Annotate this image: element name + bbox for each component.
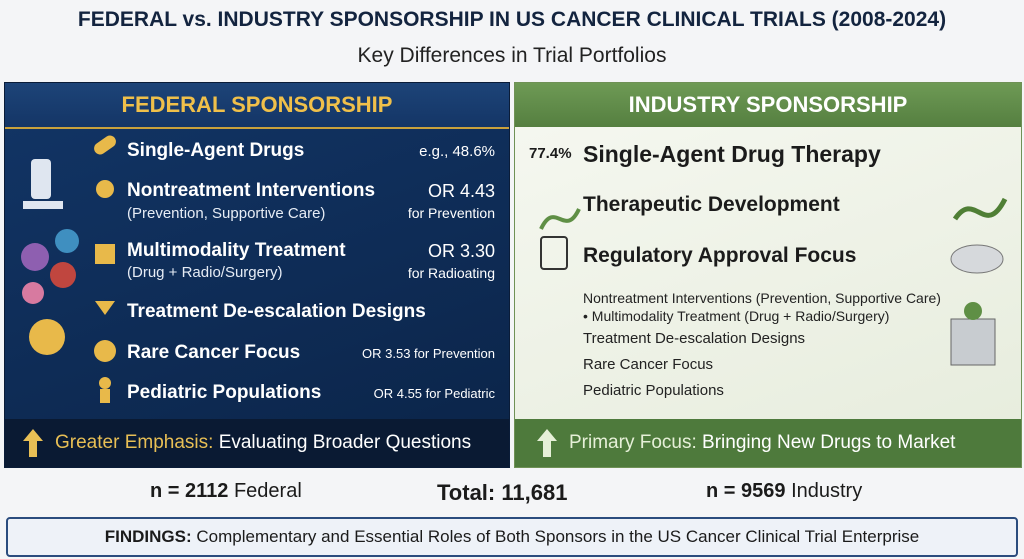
- cell-icon: [55, 229, 79, 253]
- panel-heading: FEDERAL SPONSORSHIP: [5, 83, 509, 129]
- clipboard-icon: [540, 236, 568, 270]
- item-stat: 77.4%: [529, 145, 572, 162]
- footer-lead: Greater Emphasis:: [55, 432, 214, 453]
- count-label: Industry: [791, 480, 863, 502]
- federal-panel: FEDERAL SPONSORSHIP Single-Agent Drugs e…: [4, 82, 510, 468]
- footer-text: Bringing New Drugs to Market: [702, 432, 956, 453]
- icons: [21, 135, 116, 403]
- up-arrow: [537, 429, 557, 457]
- minor-item: Treatment De-escalation Designs: [583, 330, 806, 347]
- panel-footer: Primary Focus: Bringing New Drugs to Mar…: [515, 419, 1021, 467]
- minor-item: Pediatric Populations: [583, 382, 724, 399]
- findings-text: Complementary and Essential Roles of Bot…: [196, 527, 920, 546]
- panel-heading: INDUSTRY SPONSORSHIP: [515, 83, 1021, 127]
- count-value: n = 2112: [150, 480, 229, 502]
- icons: [539, 197, 1008, 366]
- item-label: Therapeutic Development: [583, 193, 840, 216]
- head-icon: [29, 319, 65, 355]
- item-sub: (Drug + Radio/Surgery): [127, 264, 283, 281]
- count-label: Federal: [233, 480, 302, 502]
- microscope-icon: [31, 159, 51, 199]
- findings-lead: FINDINGS:: [104, 527, 192, 546]
- total-count: Total: 11,681: [437, 480, 568, 505]
- item-label: Pediatric Populations: [127, 382, 322, 403]
- item-stat: OR 4.55 for Pediatric: [373, 386, 495, 401]
- item-label: Single-Agent Drugs: [127, 140, 305, 161]
- dna-icon: [539, 208, 581, 230]
- minor-item: Nontreatment Interventions (Prevention, …: [583, 290, 941, 306]
- no-icon: [50, 262, 76, 288]
- item-label: Rare Cancer Focus: [127, 342, 301, 363]
- footer-text: Evaluating Broader Questions: [218, 432, 472, 453]
- title: FEDERAL vs. INDUSTRY SPONSORSHIP IN US C…: [77, 8, 947, 31]
- microscope-base: [23, 201, 63, 209]
- item-label: Treatment De-escalation Designs: [127, 301, 426, 322]
- dna-icon: [952, 197, 1008, 221]
- gender-icon: [22, 282, 44, 304]
- count-value: n = 9569: [706, 480, 786, 502]
- industry-count: n = 9569 Industry: [706, 480, 862, 503]
- virus-icon: [94, 340, 116, 362]
- panel-footer: Greater Emphasis: Evaluating Broader Que…: [5, 419, 509, 467]
- funnel-icon: [95, 301, 115, 315]
- child-icon: [99, 377, 111, 389]
- cell-icon: [21, 243, 49, 271]
- item-label: Multimodality Treatment: [127, 240, 346, 261]
- minor-item: Rare Cancer Focus: [583, 356, 714, 373]
- item-sub: (Prevention, Supportive Care): [127, 205, 326, 222]
- item-label: Regulatory Approval Focus: [583, 244, 857, 267]
- item-label: Single-Agent Drug Therapy: [583, 141, 881, 167]
- person-icon: [96, 180, 114, 198]
- child-icon: [100, 389, 110, 403]
- item-stat-sub: for Prevention: [407, 205, 495, 221]
- item-stat: e.g., 48.6%: [419, 143, 495, 160]
- findings-box: FINDINGS: Complementary and Essential Ro…: [6, 517, 1018, 557]
- hospital-icon: [950, 318, 996, 366]
- federal-count: n = 2112 Federal: [150, 480, 302, 503]
- minor-item: • Multimodality Treatment (Drug + Radio/…: [583, 308, 890, 324]
- item-stat: OR 3.53 for Prevention: [362, 346, 495, 361]
- scan-icon: [95, 244, 115, 264]
- pill-icon: [950, 244, 1004, 274]
- item-stat: OR 3.30: [427, 241, 495, 261]
- industry-panel: INDUSTRY SPONSORSHIP 77.4% Single-Agent …: [514, 82, 1022, 468]
- item-stat-sub: for Radioating: [407, 265, 495, 281]
- pill-icon: [94, 135, 116, 155]
- item-stat: OR 4.43: [427, 181, 495, 201]
- hospital-cross: [964, 302, 982, 320]
- subtitle: Key Differences in Trial Portfolios: [357, 44, 667, 67]
- footer-lead: Primary Focus:: [569, 432, 697, 453]
- item-label: Nontreatment Interventions: [127, 180, 376, 201]
- up-arrow: [23, 429, 43, 457]
